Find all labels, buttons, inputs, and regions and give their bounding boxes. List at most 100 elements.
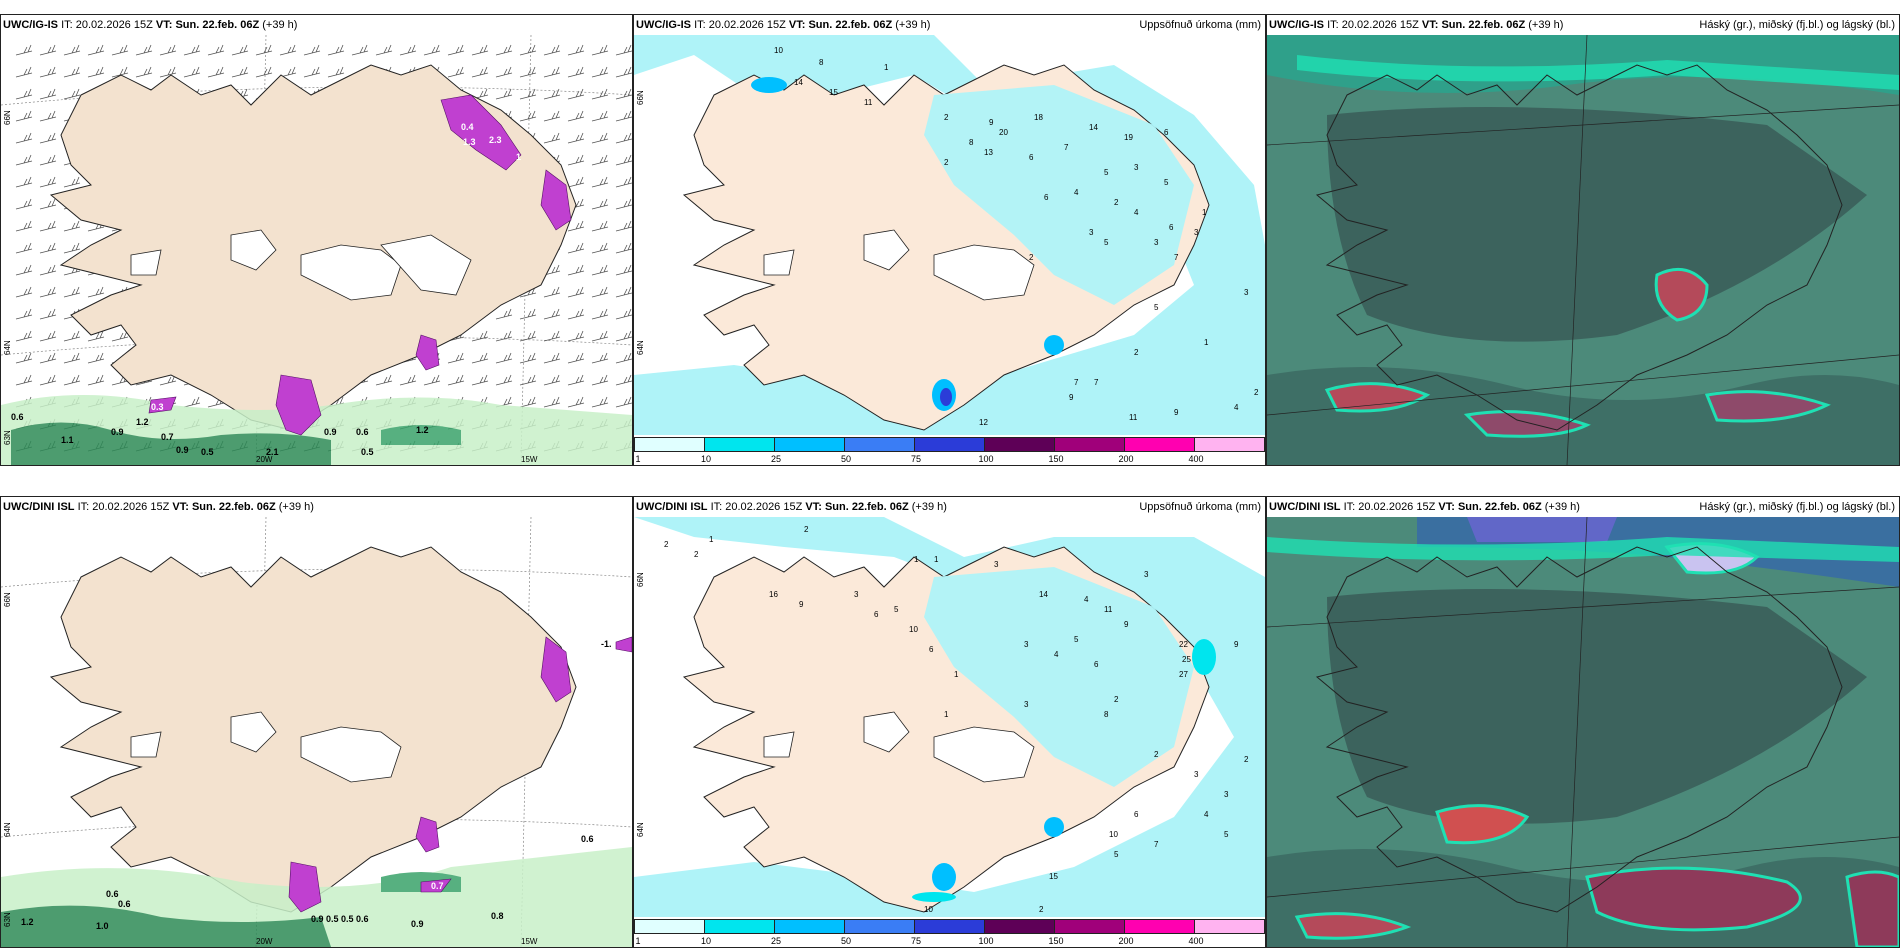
value-label: 2.1	[266, 447, 279, 457]
legend-swatch	[984, 919, 1056, 934]
model-name: UWC/DINI ISL	[636, 501, 708, 513]
lon-label: 20W	[256, 937, 273, 946]
vt-label: VT:	[805, 501, 822, 513]
precip-area	[634, 35, 1265, 435]
legend-swatch	[1194, 437, 1265, 452]
value-label: 3	[1224, 790, 1229, 799]
panel-header: UWC/IG-IS IT: 20.02.2026 15Z VT: Sun. 22…	[1269, 19, 1563, 31]
value-label: 9	[1124, 620, 1129, 629]
value-label: -1.	[601, 639, 612, 649]
model-name: UWC/DINI ISL	[3, 501, 75, 513]
legend-tick: 10	[700, 454, 712, 464]
lead-time: (+39 h)	[278, 501, 314, 513]
legend-tick: 200	[1118, 454, 1134, 464]
it-value: 20.02.2026 15Z	[92, 501, 170, 513]
lon-label: 15W	[521, 937, 538, 946]
value-label: 3	[1244, 288, 1249, 297]
value-label: 5	[1104, 168, 1109, 177]
panel-bottom-right: UWC/DINI ISL IT: 20.02.2026 15Z VT: Sun.…	[1266, 496, 1900, 948]
panel-header: UWC/DINI ISL IT: 20.02.2026 15Z VT: Sun.…	[1269, 501, 1580, 513]
panel-top-middle: UWC/IG-IS IT: 20.02.2026 15Z VT: Sun. 22…	[633, 14, 1266, 466]
value-label: 6	[1044, 193, 1049, 202]
legend-tick: 400	[1188, 936, 1204, 946]
value-label: 0.9	[324, 427, 337, 437]
vt-value: Sun. 22.feb. 06Z	[191, 501, 276, 513]
value-label: 1	[954, 670, 959, 679]
value-label: 4	[1074, 188, 1079, 197]
legend-tick: 75	[910, 454, 922, 464]
value-label: 3	[1154, 238, 1159, 247]
value-label: 3	[854, 590, 859, 599]
legend-swatch	[774, 437, 846, 452]
value-label: 14	[794, 78, 803, 87]
legend-tick: 75	[910, 936, 922, 946]
value-label: 2	[1114, 695, 1119, 704]
value-label: 3	[1134, 163, 1139, 172]
value-label: 1	[884, 63, 889, 72]
value-label: 1.2	[21, 917, 34, 927]
lat-label: 66N	[636, 90, 645, 105]
value-label: 5	[1114, 850, 1119, 859]
value-label: 3	[1144, 570, 1149, 579]
value-label: 0.6	[356, 914, 369, 924]
legend-swatch	[1194, 919, 1265, 934]
value-label: 0.6	[581, 834, 594, 844]
value-label: 6	[929, 645, 934, 654]
value-label: 8	[819, 58, 824, 67]
legend-tick: 25	[770, 936, 782, 946]
value-label: 0.6	[106, 889, 119, 899]
value-label: 5	[1074, 635, 1079, 644]
value-label: 4	[1134, 208, 1139, 217]
value-label: 9	[1174, 408, 1179, 417]
value-label: 1	[1202, 208, 1207, 217]
value-label: 2	[944, 113, 949, 122]
vt-label: VT:	[1421, 19, 1439, 31]
model-name: UWC/IG-IS	[1269, 19, 1324, 31]
value-label: 14	[1089, 123, 1098, 132]
value-label: 11	[1129, 413, 1138, 422]
legend-tick: 50	[840, 936, 852, 946]
panel-top-right: UWC/IG-IS IT: 20.02.2026 15Z VT: Sun. 22…	[1266, 14, 1900, 466]
lead-time: (+39 h)	[262, 19, 298, 31]
legend-swatch	[1054, 919, 1126, 934]
legend-swatch	[634, 919, 706, 934]
legend-swatch	[704, 919, 776, 934]
legend-swatch	[1124, 919, 1196, 934]
panel-top-left: UWC/IG-IS IT: 20.02.2026 15Z VT: Sun. 22…	[0, 14, 633, 466]
panel-header: UWC/IG-IS IT: 20.02.2026 15Z VT: Sun. 22…	[636, 19, 930, 31]
value-label: 3	[1194, 228, 1199, 237]
value-label: 0.6	[118, 899, 131, 909]
lat-label: 64N	[3, 340, 12, 355]
lat-label: 66N	[3, 592, 12, 607]
heavy-precip	[912, 639, 1216, 902]
value-labels: 2 1 2 2 1 16 9 3 6 1 1 3 14 4 11 9 3 22 …	[664, 525, 1249, 914]
legend-tick: 100	[978, 454, 994, 464]
value-label: 6	[874, 610, 879, 619]
cloud-map	[1267, 35, 1899, 465]
lead-time: (+39 h)	[1528, 19, 1564, 31]
value-label: 7	[1064, 143, 1069, 152]
it-label: IT:	[1343, 501, 1356, 513]
panel-bottom-middle: UWC/DINI ISL IT: 20.02.2026 15Z VT: Sun.…	[633, 496, 1266, 948]
value-label: 6	[1164, 128, 1169, 137]
legend-tick: 150	[1048, 936, 1064, 946]
panel-header: UWC/IG-IS IT: 20.02.2026 15Z VT: Sun. 22…	[3, 19, 297, 31]
value-label: 5	[1104, 238, 1109, 247]
value-label: 4	[1204, 810, 1209, 819]
value-label: 1.2	[416, 425, 429, 435]
glaciers	[763, 711, 1035, 783]
value-label: 9	[989, 118, 994, 127]
value-label: 7	[1154, 840, 1159, 849]
value-label: 2	[664, 540, 669, 549]
value-label: 5	[894, 605, 899, 614]
lat-label: 63N	[3, 912, 12, 927]
model-name: UWC/DINI ISL	[1269, 501, 1341, 513]
map-title: Uppsöfnuð úrkoma (mm)	[1139, 19, 1261, 31]
value-label: 4	[1234, 403, 1239, 412]
legend-tick: 150	[1048, 454, 1064, 464]
value-label: 2	[694, 550, 699, 559]
precip-legend: 1 10 25 50 75 100 150 200 400	[634, 435, 1265, 465]
legend-swatch	[634, 437, 706, 452]
value-label: 11	[1104, 605, 1113, 614]
legend-tick: 1	[635, 454, 641, 464]
